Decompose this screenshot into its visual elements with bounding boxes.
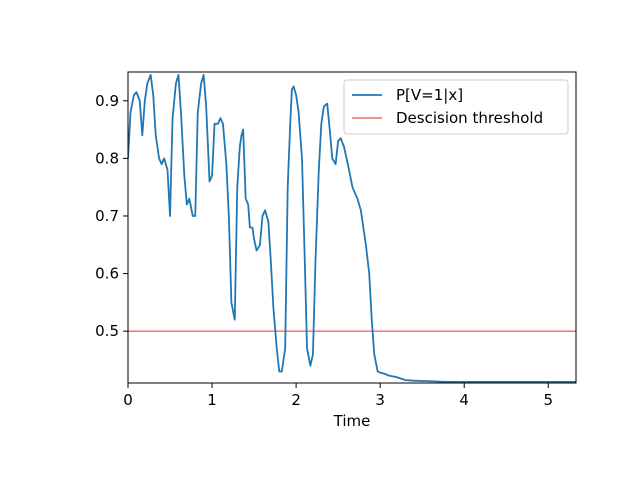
y-tick-label: 0.9 [95,92,119,110]
x-axis-label: Time [333,412,371,430]
legend: P[V=1|x] Descision threshold [343,79,569,135]
x-tick-label: 2 [291,391,301,409]
y-tick-label: 0.8 [95,149,119,167]
legend-box [343,79,569,135]
x-tick-label: 4 [459,391,469,409]
x-tick-label: 1 [207,391,217,409]
legend-entry: Descision threshold [396,109,543,127]
y-tick-label: 0.6 [95,265,119,283]
y-tick-label: 0.7 [95,207,119,225]
legend-entry: P[V=1|x] [396,86,463,104]
x-tick-label: 5 [543,391,553,409]
series-line-probability [128,73,576,383]
x-tick-label: 3 [375,391,385,409]
y-tick-label: 0.5 [95,322,119,340]
plot-area [128,73,576,383]
x-tick-label: 0 [123,391,133,409]
plot-frame [127,71,577,384]
axes: 0 1 2 3 4 5 0.5 0.6 0.7 0.8 0.9 Time [95,71,577,430]
